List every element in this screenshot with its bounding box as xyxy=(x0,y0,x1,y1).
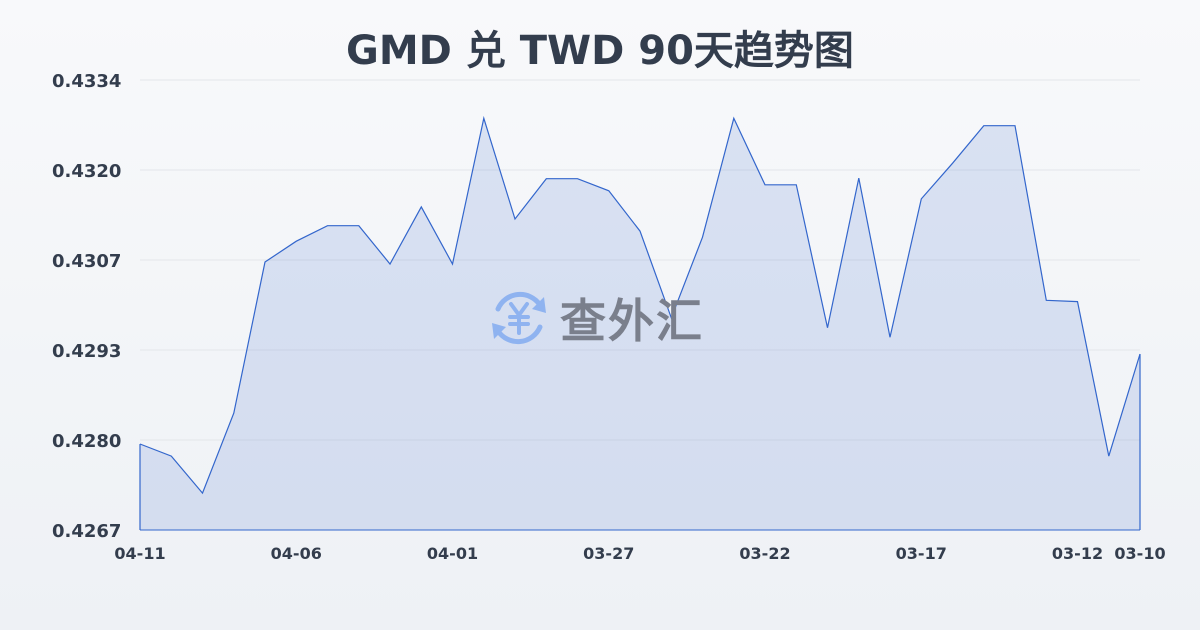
yen-exchange-icon xyxy=(492,291,546,345)
y-tick-label: 0.4267 xyxy=(52,521,121,542)
y-tick-label: 0.4293 xyxy=(52,341,121,362)
y-axis: 0.4334 0.4320 0.4307 0.4293 0.4280 0.4267 xyxy=(52,71,121,542)
x-axis: 04-11 04-06 04-01 03-27 03-22 03-17 03-12 03-10 xyxy=(114,544,1165,563)
x-tick-label: 03-10 xyxy=(1114,544,1165,563)
y-tick-label: 0.4320 xyxy=(52,161,121,182)
x-tick-label: 04-06 xyxy=(271,544,322,563)
watermark-text: 查外汇 xyxy=(560,294,704,348)
x-tick-label: 03-17 xyxy=(896,544,947,563)
watermark: 查外汇 xyxy=(488,285,704,351)
x-tick-label: 03-22 xyxy=(739,544,790,563)
x-tick-label: 04-01 xyxy=(427,544,478,563)
x-tick-label: 03-27 xyxy=(583,544,634,563)
y-tick-label: 0.4280 xyxy=(52,431,121,452)
y-tick-label: 0.4307 xyxy=(52,251,121,272)
chart-title: GMD 兑 TWD 90天趋势图 xyxy=(346,28,854,74)
x-tick-label: 04-11 xyxy=(114,544,165,563)
series-area xyxy=(140,118,1140,531)
x-tick-label: 03-12 xyxy=(1052,544,1103,563)
series-line xyxy=(139,115,1141,495)
y-tick-label: 0.4334 xyxy=(52,71,121,92)
